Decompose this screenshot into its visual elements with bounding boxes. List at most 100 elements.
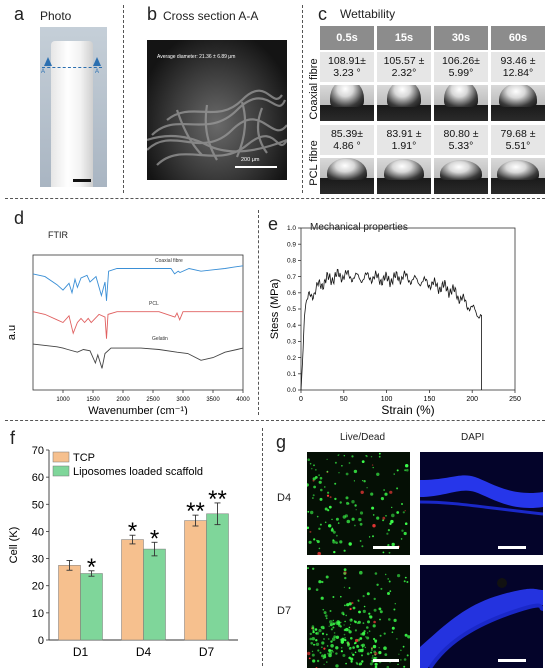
water-droplet [497,160,539,180]
time-header: 0.5s [320,26,374,50]
droplet-image [320,85,374,121]
series-annotation: Coaxial fibre [155,258,183,264]
dapi-scale-bar [498,659,526,662]
legend-label: TCP [73,452,95,464]
significance-mark: * [128,518,137,545]
photo-image: A A [40,27,107,187]
x-tick-label: 3500 [206,397,220,403]
droplet-image [377,85,431,121]
contact-angle-value: 105.57 ± 2.32° [377,52,431,82]
photo-scale-bar [73,179,91,182]
contact-angle-value: 79.68 ± 5.51° [491,125,545,155]
x-tick-label: D7 [199,645,215,659]
y-tick-label: 0.7 [287,274,296,281]
x-tick-label: 3000 [176,397,190,403]
panel-a-title: Photo [40,9,72,23]
live-dead-image-d4 [307,452,410,555]
time-header: 15s [377,26,431,50]
y-tick-label: 20 [32,581,44,593]
row-label-pcl: PCL fibre [308,140,320,186]
marker-label-left: A [41,69,46,75]
bar [206,513,229,641]
x-tick-label: 4000 [236,397,250,403]
plot-frame [300,227,516,391]
y-axis-label: Cell (K) [8,527,20,564]
bar [58,565,81,641]
panel-f-letter: f [10,428,16,448]
y-tick-label: 0.4 [287,322,296,329]
dapi-nuclei-band [420,578,543,668]
droplet-image [434,85,488,121]
x-tick-label: 0 [299,396,303,403]
panel-b-title: Cross section A-A [163,9,259,23]
sem-caption: Average diameter: 21.36 ± 6.89 μm [157,54,236,60]
x-tick-label: 50 [340,396,348,403]
significance-mark: ** [186,498,205,525]
divider-ab [123,5,124,193]
series-annotation: PCL [149,301,159,307]
time-header: 60s [491,26,545,50]
y-tick-label: 0 [38,635,44,647]
legend-swatch [52,465,70,477]
x-tick-label: 250 [509,396,521,403]
dapi-nuclei-band [420,475,543,516]
droplet-image [320,158,374,194]
y-tick-label: 0.2 [287,355,296,362]
fluorescence-cells [307,567,410,668]
sem-scale-bar [235,166,277,168]
y-tick-label: 30 [32,554,44,566]
ftir-series-line [32,311,243,339]
x-tick-label: 200 [466,396,478,403]
y-tick-label: 50 [32,499,44,511]
y-tick-label: 0.3 [287,339,296,346]
contact-angle-value: 83.91 ± 1.91° [377,125,431,155]
dapi-scale-bar [498,546,526,549]
significance-mark: * [87,554,96,581]
sem-image: Average diameter: 21.36 ± 6.89 μm 200 μm [147,40,287,180]
droplet-image [491,158,545,194]
contact-angle-value: 106.26± 5.99° [434,52,488,82]
panel-c-title: Wettability [340,7,396,21]
col-label-livedead: Live/Dead [340,432,386,443]
live-dead-scale-bar [373,659,399,662]
x-tick-label: 2500 [146,397,160,403]
water-droplet [444,85,478,107]
x-tick-label: 1500 [86,397,100,403]
scaffold-tube [51,41,93,187]
x-axis-label: Wavenumber (cm⁻¹) [88,405,188,415]
y-tick-label: 0.5 [287,306,296,313]
droplet-image [377,158,431,194]
significance-mark: ** [208,486,227,513]
y-tick-label: 0.0 [287,387,296,394]
contact-angle-value: 93.46 ± 12.84° [491,52,545,82]
panel-b-letter: b [147,4,158,24]
live-dead-scale-bar [373,546,399,549]
significance-mark: * [150,525,159,552]
y-tick-label: 70 [32,445,44,457]
contact-angle-value: 85.39± 4.86 ° [320,125,374,155]
stress-strain-line [300,268,482,391]
panel-c-letter: c [318,4,327,24]
x-axis-label: Strain (%) [381,403,434,417]
divider-row2 [5,420,545,421]
y-tick-label: 40 [32,526,44,538]
sem-scale-text: 200 μm [241,157,260,163]
legend-label: Liposomes loaded scaffold [73,466,203,478]
x-tick-label: 1000 [56,397,70,403]
droplet-image [434,158,488,194]
panel-e-letter: e [268,214,279,234]
live-dead-image-d7 [307,565,410,668]
droplet-image [491,85,545,121]
x-tick-label: D1 [73,645,89,659]
dapi-image-d4 [420,452,543,555]
x-tick-label: D4 [136,645,152,659]
y-tick-label: 0.9 [287,241,296,248]
y-tick-label: 0.1 [287,371,296,378]
marker-label-right: A [95,69,100,75]
bar [184,520,207,641]
y-tick-label: 0.6 [287,290,296,297]
arrow-up-icon [93,57,101,66]
legend-swatch [52,451,70,463]
y-tick-label: 1.0 [287,225,296,232]
x-tick-label: 2000 [116,397,130,403]
